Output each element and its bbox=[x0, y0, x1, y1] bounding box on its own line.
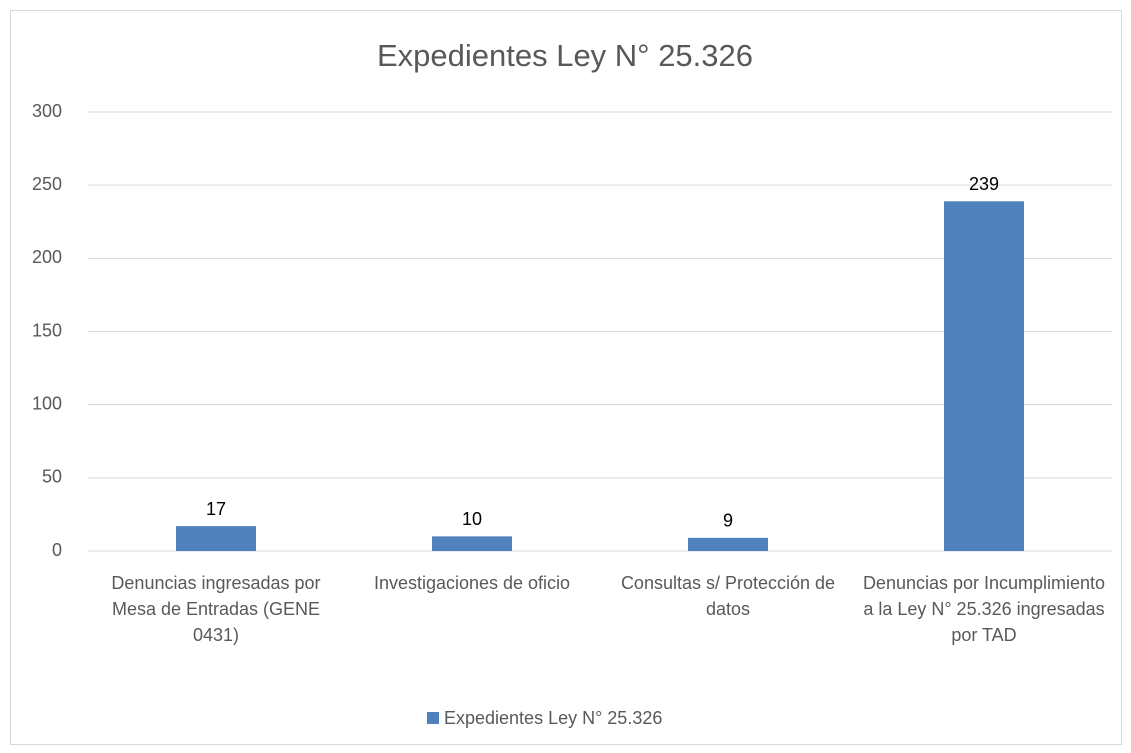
x-tick-label: Investigaciones de oficio bbox=[373, 573, 571, 593]
y-tick-label: 200 bbox=[32, 247, 62, 267]
data-label: 17 bbox=[206, 499, 226, 519]
data-label: 10 bbox=[462, 509, 482, 529]
data-label: 9 bbox=[723, 511, 733, 531]
y-tick-label: 50 bbox=[42, 467, 62, 487]
bar bbox=[688, 537, 768, 551]
bar bbox=[944, 201, 1024, 551]
x-tick-label: Consultas s/ Protección de datos bbox=[620, 573, 836, 619]
y-tick-label: 150 bbox=[32, 320, 62, 340]
legend-swatch bbox=[427, 712, 439, 724]
bar bbox=[176, 526, 256, 551]
bar bbox=[432, 536, 512, 551]
data-label: 239 bbox=[969, 174, 999, 194]
chart-title: Expedientes Ley N° 25.326 bbox=[377, 38, 753, 73]
y-tick-label: 300 bbox=[32, 101, 62, 121]
y-tick-label: 0 bbox=[52, 540, 62, 560]
chart-border bbox=[10, 10, 1122, 745]
y-tick-label: 100 bbox=[32, 393, 62, 413]
y-tick-label: 250 bbox=[32, 174, 62, 194]
x-tick-label: Denuncias por Incumplimiento a la Ley N°… bbox=[862, 573, 1106, 645]
legend-label: Expedientes Ley N° 25.326 bbox=[444, 708, 662, 728]
x-tick-label: Denuncias ingresadas por Mesa de Entrada… bbox=[111, 573, 321, 645]
